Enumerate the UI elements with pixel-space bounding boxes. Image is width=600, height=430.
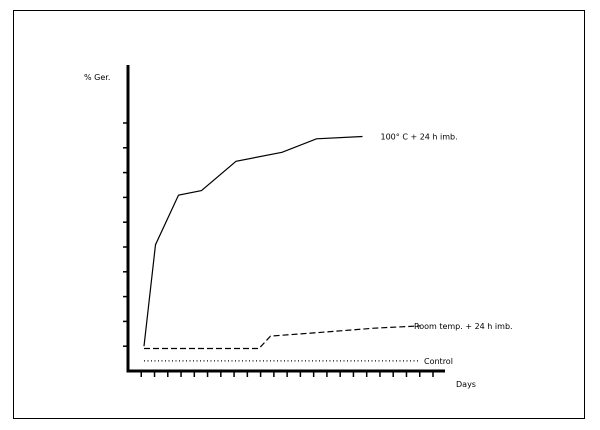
series-labels: 100° C + 24 h imb. Room temp. + 24 h imb.… — [381, 133, 513, 366]
series-line-1 — [143, 135, 363, 347]
axes — [123, 65, 445, 377]
y-axis-label: % Ger. — [84, 73, 110, 82]
x-axis-label: Days — [456, 380, 476, 389]
series-line-2 — [144, 325, 421, 350]
series-label-2: Room temp. + 24 h imb. — [414, 322, 513, 331]
series-label-1: 100° C + 24 h imb. — [381, 133, 458, 142]
series-label-3: Control — [424, 357, 453, 366]
figure-frame — [13, 10, 585, 419]
series-layer — [143, 135, 421, 362]
